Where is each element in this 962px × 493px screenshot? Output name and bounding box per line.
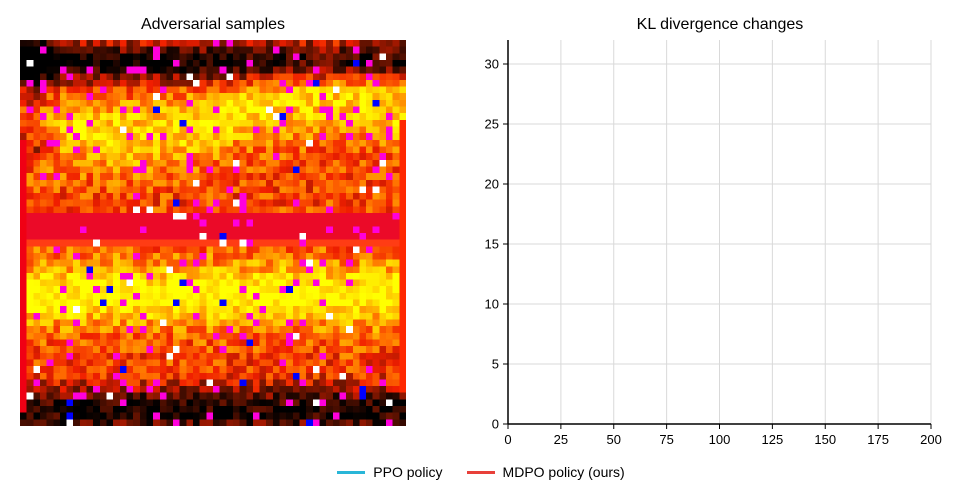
adversarial-samples-title: Adversarial samples bbox=[140, 16, 286, 33]
x-tick-label: 200 bbox=[920, 432, 942, 447]
adversarial-sample-image bbox=[20, 40, 406, 426]
legend-label-mdpo: MDPO policy (ours) bbox=[502, 464, 625, 480]
chart-grid bbox=[508, 40, 932, 424]
x-tick-label: 125 bbox=[762, 432, 784, 447]
y-tick-label: 20 bbox=[485, 177, 499, 192]
legend-item-mdpo: MDPO policy (ours) bbox=[466, 464, 625, 480]
legend-item-ppo: PPO policy bbox=[337, 464, 443, 480]
legend-swatch-mdpo bbox=[466, 470, 495, 474]
x-tick-label: 25 bbox=[554, 432, 568, 447]
y-tick-label: 30 bbox=[485, 57, 499, 72]
y-tick-label: 25 bbox=[485, 117, 499, 132]
chart-ticks: 0 25 50 75 100 125 150 175 200 0 5 10 15 20 25 30 bbox=[485, 57, 942, 448]
y-tick-label: 10 bbox=[485, 297, 499, 312]
kl-chart-title: KL divergence changes bbox=[636, 16, 804, 33]
y-tick-label: 5 bbox=[492, 357, 499, 372]
x-tick-label: 100 bbox=[709, 432, 731, 447]
x-tick-label: 150 bbox=[814, 432, 836, 447]
x-tick-label: 0 bbox=[504, 432, 511, 447]
x-tick-label: 50 bbox=[607, 432, 621, 447]
x-tick-label: 175 bbox=[867, 432, 889, 447]
x-tick-label: 75 bbox=[659, 432, 673, 447]
legend-label-ppo: PPO policy bbox=[373, 464, 443, 480]
chart-legend: PPO policy MDPO policy (ours) bbox=[0, 464, 962, 480]
y-tick-label: 0 bbox=[492, 417, 499, 432]
legend-swatch-ppo bbox=[337, 470, 366, 474]
y-tick-label: 15 bbox=[485, 237, 499, 252]
